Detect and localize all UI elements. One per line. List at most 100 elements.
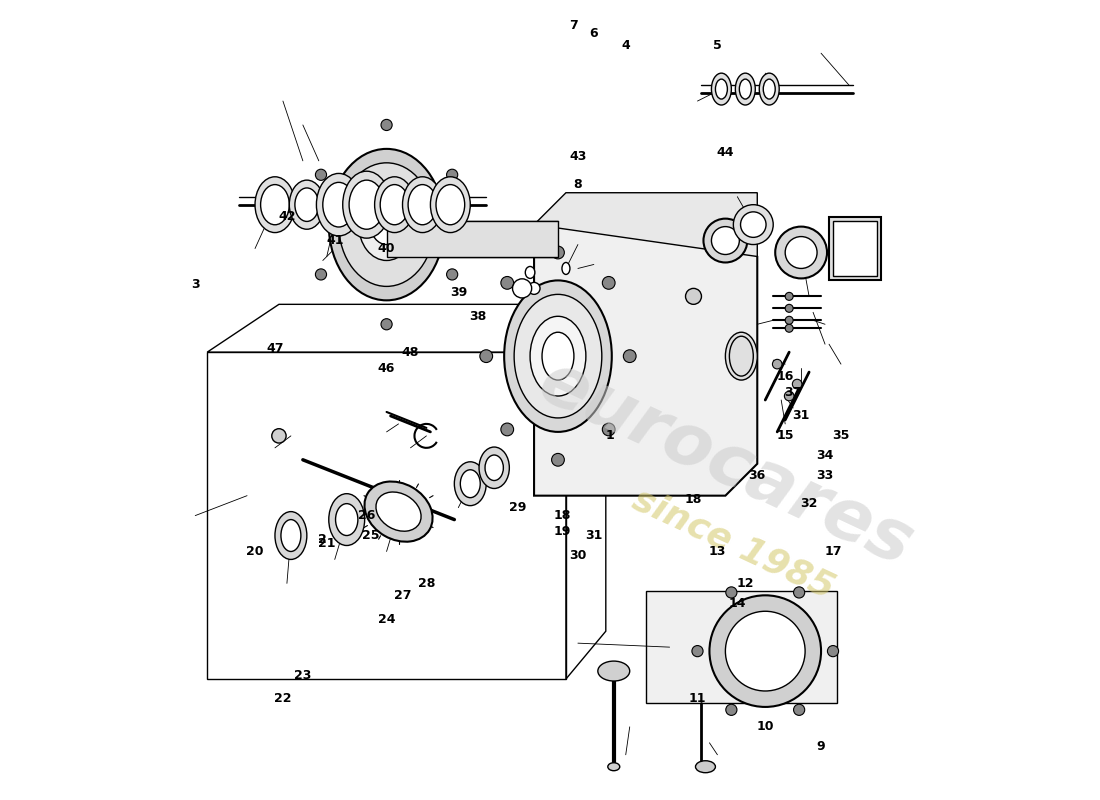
Ellipse shape: [514, 294, 602, 418]
Text: 22: 22: [274, 693, 292, 706]
Text: eurocares: eurocares: [527, 347, 923, 581]
Text: 14: 14: [728, 597, 746, 610]
Text: 46: 46: [378, 362, 395, 374]
Text: 44: 44: [716, 146, 734, 159]
Ellipse shape: [785, 304, 793, 312]
Circle shape: [624, 350, 636, 362]
Circle shape: [551, 246, 564, 259]
Ellipse shape: [261, 185, 289, 225]
Text: 48: 48: [402, 346, 419, 358]
Text: 25: 25: [362, 529, 380, 542]
Ellipse shape: [504, 281, 612, 432]
Text: 26: 26: [358, 509, 375, 522]
Ellipse shape: [597, 661, 629, 681]
Text: 10: 10: [757, 720, 774, 734]
Circle shape: [381, 119, 393, 130]
Text: 24: 24: [377, 613, 395, 626]
Text: 27: 27: [394, 589, 411, 602]
Ellipse shape: [336, 504, 358, 535]
Text: 9: 9: [816, 740, 825, 754]
Ellipse shape: [792, 379, 802, 389]
Ellipse shape: [784, 391, 794, 401]
Ellipse shape: [785, 237, 817, 269]
Ellipse shape: [785, 316, 793, 324]
Text: 31: 31: [792, 410, 810, 422]
Ellipse shape: [562, 262, 570, 274]
Ellipse shape: [403, 177, 442, 233]
Ellipse shape: [454, 462, 486, 506]
Ellipse shape: [772, 359, 782, 369]
Circle shape: [447, 269, 458, 280]
Bar: [833, 221, 877, 277]
Text: 31: 31: [585, 529, 603, 542]
Ellipse shape: [430, 177, 471, 233]
Text: 32: 32: [801, 497, 817, 510]
Ellipse shape: [530, 316, 586, 396]
Polygon shape: [535, 225, 757, 496]
Text: 37: 37: [784, 386, 802, 398]
Ellipse shape: [685, 288, 702, 304]
Text: 33: 33: [816, 470, 834, 482]
Ellipse shape: [759, 73, 779, 105]
Polygon shape: [535, 193, 757, 257]
Ellipse shape: [275, 512, 307, 559]
Ellipse shape: [364, 482, 432, 542]
Text: 19: 19: [553, 525, 571, 538]
Ellipse shape: [710, 595, 821, 707]
Ellipse shape: [460, 470, 481, 498]
Ellipse shape: [339, 163, 434, 286]
Ellipse shape: [776, 226, 827, 278]
Text: 7: 7: [570, 19, 579, 32]
Ellipse shape: [343, 171, 390, 238]
Ellipse shape: [381, 185, 409, 225]
Text: 8: 8: [573, 178, 582, 191]
Text: 39: 39: [450, 286, 466, 299]
Ellipse shape: [329, 149, 444, 300]
Text: 23: 23: [294, 669, 311, 682]
Circle shape: [726, 587, 737, 598]
Ellipse shape: [763, 79, 776, 99]
Ellipse shape: [542, 332, 574, 380]
Ellipse shape: [528, 282, 540, 294]
Ellipse shape: [608, 762, 619, 770]
Ellipse shape: [725, 332, 757, 380]
Ellipse shape: [289, 180, 324, 230]
Circle shape: [513, 279, 531, 298]
Text: 17: 17: [824, 545, 842, 558]
Ellipse shape: [349, 180, 384, 230]
Ellipse shape: [526, 266, 535, 278]
Circle shape: [500, 423, 514, 436]
Text: 41: 41: [326, 234, 343, 247]
Circle shape: [500, 277, 514, 290]
Ellipse shape: [740, 212, 766, 238]
Ellipse shape: [376, 492, 421, 531]
Text: 6: 6: [590, 26, 598, 40]
Ellipse shape: [371, 205, 403, 245]
Text: 35: 35: [833, 430, 849, 442]
Text: 3: 3: [191, 278, 199, 291]
Text: 47: 47: [266, 342, 284, 354]
Text: 28: 28: [418, 577, 436, 590]
Ellipse shape: [712, 226, 739, 254]
Text: 1: 1: [605, 430, 614, 442]
Text: 30: 30: [569, 549, 586, 562]
Ellipse shape: [736, 73, 756, 105]
Text: 18: 18: [685, 493, 702, 506]
Text: 12: 12: [737, 577, 755, 590]
Text: 13: 13: [708, 545, 726, 558]
Ellipse shape: [255, 177, 295, 233]
Circle shape: [793, 704, 805, 715]
Text: 4: 4: [621, 38, 630, 52]
Circle shape: [381, 318, 393, 330]
Bar: [386, 221, 558, 257]
Text: 20: 20: [246, 545, 264, 558]
Text: 15: 15: [777, 430, 794, 442]
Ellipse shape: [725, 611, 805, 691]
Text: 36: 36: [749, 470, 766, 482]
Text: 34: 34: [816, 450, 834, 462]
Circle shape: [603, 423, 615, 436]
Text: 38: 38: [470, 310, 487, 322]
Ellipse shape: [295, 188, 319, 222]
Text: 16: 16: [777, 370, 794, 382]
Ellipse shape: [478, 447, 509, 489]
